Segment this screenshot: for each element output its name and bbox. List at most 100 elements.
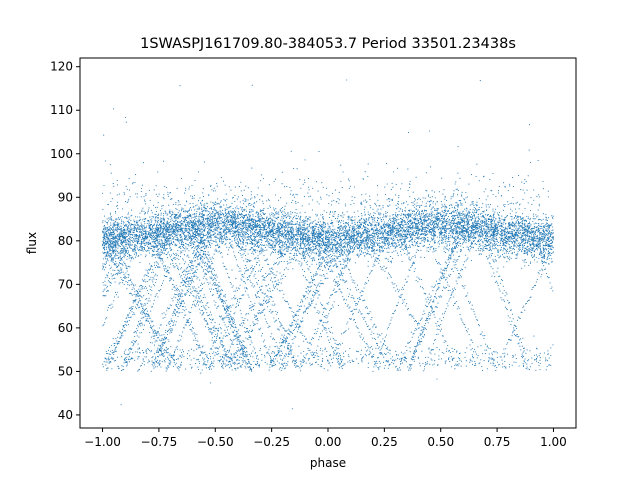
- data-point: [333, 213, 335, 215]
- data-point: [315, 245, 317, 247]
- data-point: [320, 238, 323, 240]
- data-point: [290, 222, 292, 224]
- data-point: [397, 201, 399, 203]
- data-point: [422, 223, 424, 225]
- data-point: [424, 229, 426, 231]
- data-point: [498, 216, 500, 218]
- data-point: [351, 250, 353, 252]
- data-point: [367, 265, 369, 267]
- data-point: [213, 223, 215, 225]
- data-point: [435, 227, 437, 229]
- data-point: [337, 232, 339, 234]
- data-point: [456, 236, 458, 238]
- data-point: [415, 213, 418, 215]
- data-point: [154, 233, 156, 235]
- data-point: [538, 242, 540, 244]
- data-point: [518, 208, 520, 210]
- data-point: [269, 217, 271, 219]
- data-point: [428, 250, 430, 253]
- data-point: [438, 240, 440, 243]
- data-point: [356, 236, 359, 238]
- data-point: [330, 210, 332, 212]
- data-point: [168, 221, 170, 224]
- data-point: [125, 249, 127, 251]
- data-point: [493, 220, 495, 223]
- data-point: [434, 208, 436, 210]
- data-point: [464, 220, 466, 222]
- data-point: [540, 223, 542, 225]
- data-point: [102, 258, 104, 260]
- data-point: [125, 265, 127, 267]
- data-point: [528, 221, 530, 223]
- data-point: [369, 214, 371, 216]
- data-point: [154, 242, 156, 244]
- data-point: [293, 233, 295, 236]
- data-point: [529, 261, 531, 263]
- data-point: [529, 222, 531, 224]
- data-point: [382, 207, 384, 209]
- data-point: [179, 222, 181, 224]
- data-point: [511, 246, 513, 248]
- data-point: [203, 220, 205, 222]
- data-point: [432, 238, 434, 241]
- data-point: [339, 237, 341, 239]
- data-point: [249, 204, 251, 207]
- data-point: [349, 260, 351, 262]
- data-point: [329, 262, 331, 264]
- data-point: [339, 250, 341, 252]
- data-point: [362, 233, 364, 235]
- data-point: [186, 248, 188, 250]
- data-point: [316, 248, 319, 250]
- data-point: [423, 238, 425, 240]
- data-point: [493, 224, 495, 226]
- data-point: [242, 230, 244, 232]
- data-point: [202, 196, 205, 198]
- data-point: [244, 232, 246, 234]
- data-point: [417, 225, 419, 227]
- data-point: [364, 255, 366, 257]
- data-point: [135, 252, 137, 254]
- data-point: [134, 251, 136, 253]
- data-point: [284, 241, 286, 244]
- data-point: [439, 221, 441, 223]
- data-point: [276, 229, 278, 231]
- data-point: [209, 218, 211, 220]
- data-point: [501, 215, 503, 217]
- data-point: [247, 230, 249, 232]
- data-point: [482, 211, 484, 213]
- data-point: [461, 221, 463, 224]
- data-point: [147, 242, 149, 244]
- data-point: [393, 213, 395, 216]
- data-point: [390, 256, 392, 258]
- data-point: [139, 249, 141, 251]
- data-point: [515, 238, 517, 240]
- data-point: [329, 216, 331, 218]
- data-point: [397, 225, 399, 227]
- data-point: [396, 245, 398, 247]
- data-point: [383, 221, 385, 223]
- data-point: [528, 264, 530, 266]
- data-point: [373, 212, 375, 214]
- data-point: [249, 230, 251, 232]
- data-point: [525, 259, 527, 261]
- data-point: [363, 237, 365, 239]
- data-point: [448, 232, 450, 234]
- data-point: [133, 225, 135, 227]
- data-point: [485, 199, 487, 201]
- data-point: [538, 224, 540, 227]
- data-point: [267, 233, 270, 235]
- data-point: [332, 215, 334, 217]
- data-point: [417, 232, 420, 234]
- data-point: [482, 232, 484, 234]
- data-point: [528, 225, 530, 227]
- data-point: [215, 235, 217, 237]
- data-point: [538, 234, 540, 236]
- data-point: [113, 235, 115, 237]
- data-point: [255, 240, 257, 242]
- data-point: [218, 226, 220, 228]
- data-point: [377, 223, 380, 225]
- data-point: [302, 228, 304, 230]
- data-point: [355, 238, 357, 240]
- data-point: [212, 209, 214, 211]
- data-point: [544, 243, 547, 245]
